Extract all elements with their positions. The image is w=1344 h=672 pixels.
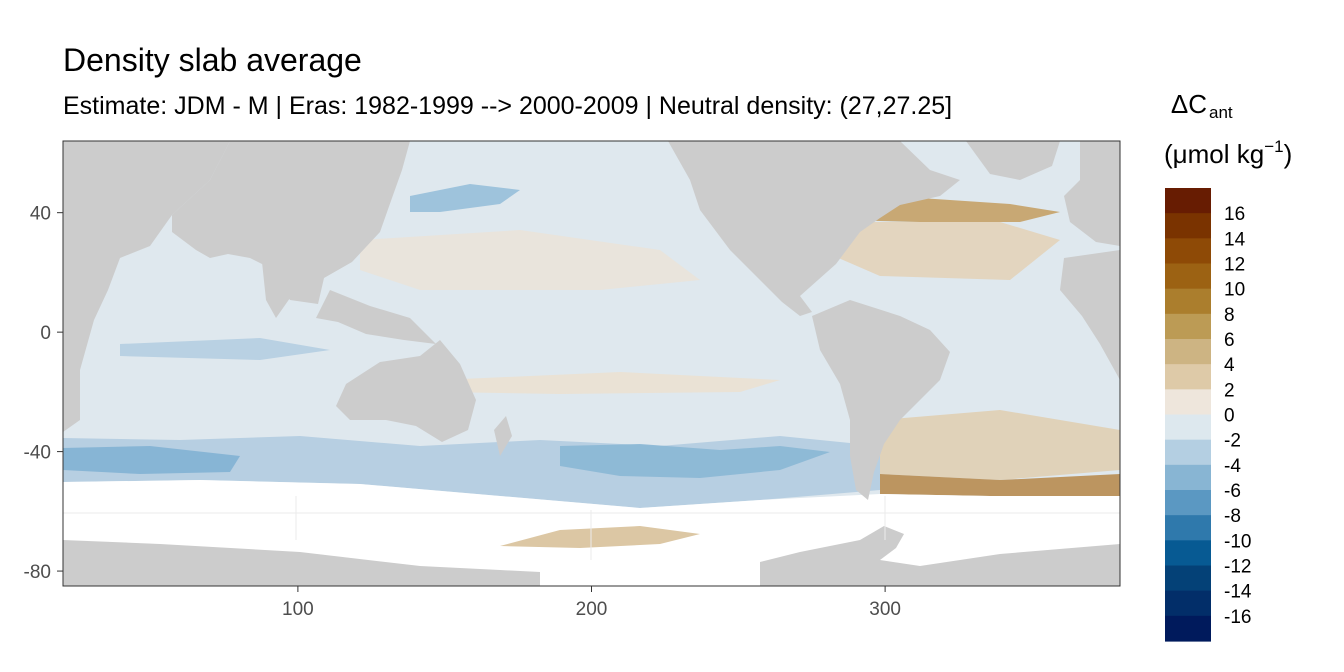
legend-label: -10	[1224, 531, 1251, 552]
pacific-sector-blue-patch	[560, 444, 830, 478]
legend-unit-sup: −1	[1264, 137, 1283, 156]
legend-color-step	[1165, 389, 1211, 416]
legend-color-step	[1165, 288, 1211, 315]
legend-colorbar	[1165, 188, 1211, 642]
legend-label: -8	[1224, 506, 1241, 527]
south-pacific-beige-stripe	[440, 372, 780, 394]
antarctica-west-land	[63, 540, 540, 586]
y-tick-label: 0	[40, 323, 51, 344]
legend-color-step	[1165, 414, 1211, 441]
y-tick-label: 40	[30, 204, 51, 225]
legend-color-step	[1165, 364, 1211, 390]
chart-title: Density slab average	[63, 42, 362, 78]
legend-label: -16	[1224, 607, 1251, 628]
south-atlantic-beige-zone	[880, 410, 1120, 480]
legend-label: -6	[1224, 481, 1241, 502]
legend-label: 14	[1224, 229, 1246, 250]
north-pacific-beige-zone	[360, 230, 700, 290]
legend-label: -12	[1224, 557, 1251, 578]
west-africa-land	[1060, 250, 1120, 380]
north-america-land	[668, 141, 960, 316]
x-tick-label: 300	[869, 599, 901, 620]
north-pacific-blue-band	[410, 184, 520, 212]
legend-color-step	[1165, 464, 1211, 491]
legend-labels: 16 14 12 10 8 6 4 2 0 -2 -4 -6 -8 -10 -12 -14 -16	[1224, 204, 1252, 628]
legend-label: 16	[1224, 204, 1245, 225]
southern-ocean-dark-band	[63, 446, 240, 474]
indian-ocean-blue-stripe	[120, 338, 330, 360]
legend-label: -4	[1224, 456, 1241, 477]
y-axis: 40 0 -40 -80	[24, 204, 63, 583]
antarctica-east-land	[760, 526, 1120, 586]
legend-label: -2	[1224, 431, 1241, 452]
legend-label: -14	[1224, 582, 1252, 603]
australia-land	[336, 340, 476, 442]
legend-color-step	[1165, 263, 1211, 290]
grid-lines	[63, 496, 1120, 560]
asia-land	[172, 141, 410, 304]
legend-color-step	[1165, 213, 1211, 239]
legend-title-main: ΔC	[1171, 89, 1207, 119]
legend-label: 8	[1224, 305, 1235, 326]
legend-label: 2	[1224, 380, 1235, 401]
x-axis: 100 200 300	[282, 586, 901, 620]
chart-subtitle: Estimate: JDM - M | Eras: 1982-1999 --> …	[63, 92, 953, 120]
legend-color-step	[1165, 515, 1211, 541]
legend-color-step	[1165, 540, 1211, 567]
x-tick-label: 200	[576, 599, 608, 620]
legend: ΔC ant (μmol kg−1) 16 14 12 10 8 6 4 2 0 -2 -4 -6 -8…	[1164, 89, 1292, 642]
legend-color-step	[1165, 238, 1211, 265]
land-masses	[63, 141, 1120, 586]
southeast-asia-islands-land	[316, 290, 436, 344]
legend-label: 12	[1224, 255, 1245, 276]
europe-land	[1064, 141, 1120, 246]
north-atlantic-beige-zone	[820, 222, 1060, 280]
legend-color-step	[1165, 615, 1211, 642]
legend-color-step	[1165, 490, 1211, 516]
y-tick-label: -80	[24, 562, 51, 583]
y-tick-label: -40	[24, 443, 51, 464]
south-america-land	[812, 300, 950, 500]
legend-color-step	[1165, 565, 1211, 592]
indian-subcontinent-land	[262, 262, 296, 318]
map-panel	[63, 141, 1120, 586]
legend-color-step	[1165, 313, 1211, 340]
legend-color-step	[1165, 439, 1211, 466]
ross-sea-beige-patch	[500, 526, 700, 548]
legend-label: 4	[1224, 355, 1235, 376]
legend-color-step	[1165, 339, 1211, 365]
south-atlantic-brown-band	[880, 474, 1120, 496]
legend-label: 6	[1224, 330, 1235, 351]
legend-label: 0	[1224, 406, 1235, 427]
legend-color-step	[1165, 188, 1211, 214]
legend-label: 10	[1224, 280, 1245, 301]
legend-unit-close: )	[1284, 139, 1293, 169]
legend-title-unit: (μmol kg−1)	[1164, 137, 1292, 169]
africa-land	[63, 141, 230, 432]
new-zealand-land	[494, 416, 512, 456]
greenland-land	[966, 141, 1060, 180]
legend-title-sub: ant	[1209, 103, 1233, 122]
x-tick-label: 100	[282, 599, 314, 620]
legend-color-step	[1165, 590, 1211, 617]
